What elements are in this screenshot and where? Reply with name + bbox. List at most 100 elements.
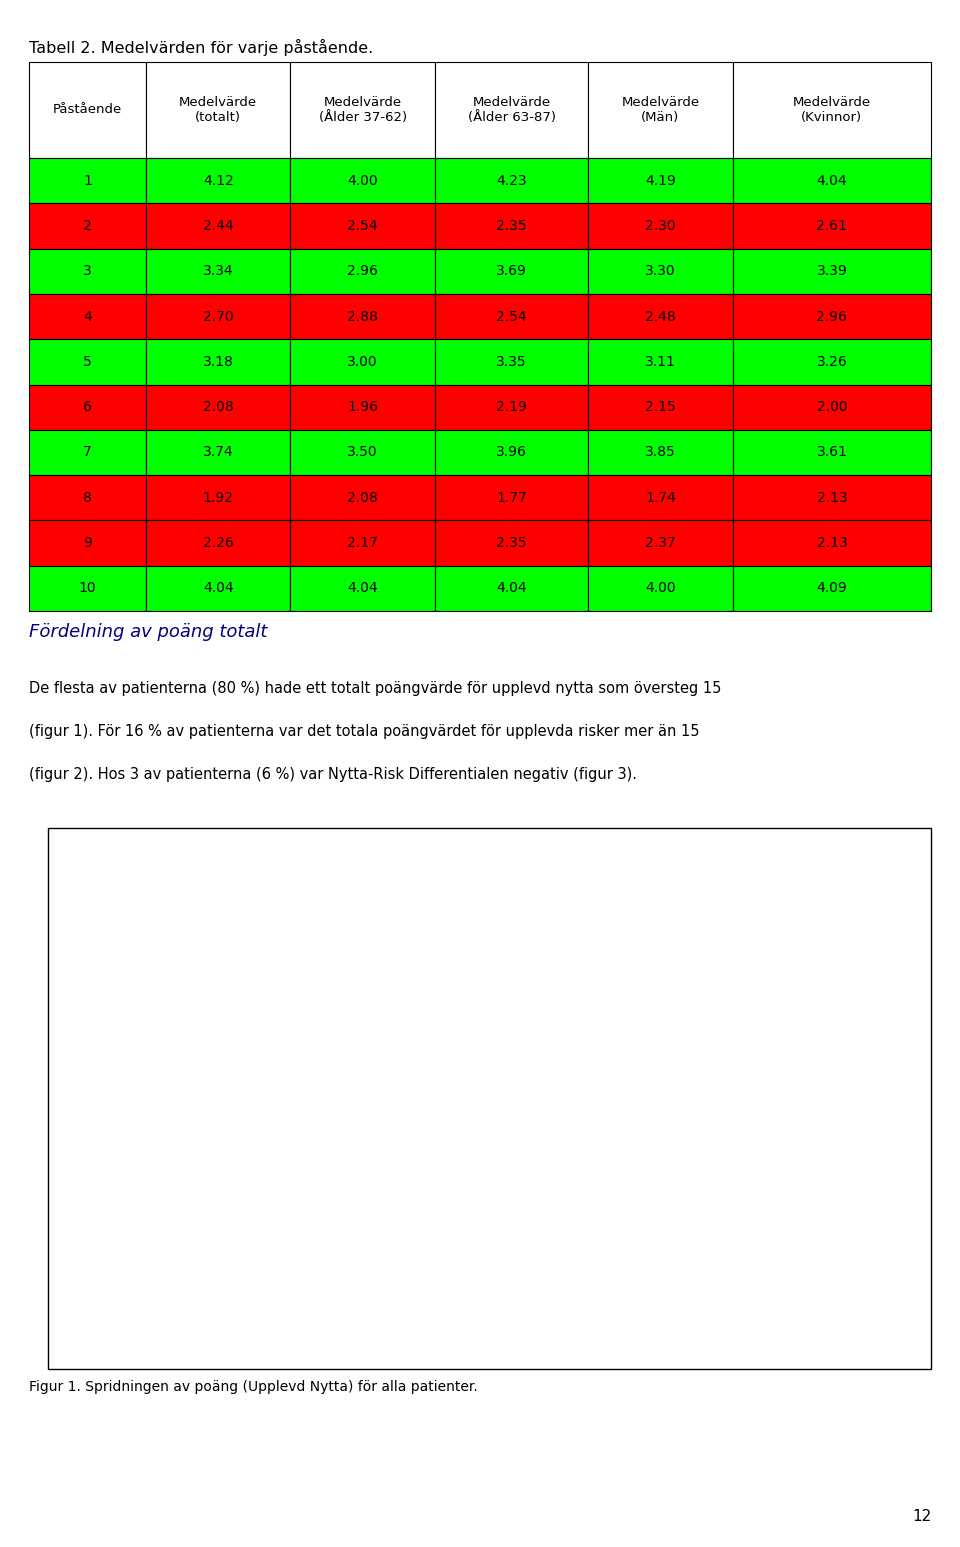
Text: 3.74: 3.74: [203, 446, 233, 459]
FancyBboxPatch shape: [291, 249, 435, 294]
X-axis label: Poäng (Nytta): Poäng (Nytta): [458, 1313, 579, 1329]
FancyBboxPatch shape: [146, 249, 291, 294]
Text: 2.13: 2.13: [817, 490, 848, 504]
FancyBboxPatch shape: [435, 385, 588, 430]
FancyBboxPatch shape: [435, 294, 588, 339]
Text: 1.92: 1.92: [203, 490, 233, 504]
FancyBboxPatch shape: [588, 566, 732, 611]
Bar: [165, 1236, 188, 1284]
Y-axis label: Antal
Patienter: Antal Patienter: [72, 1055, 105, 1134]
FancyBboxPatch shape: [435, 475, 588, 520]
Text: 2.88: 2.88: [348, 309, 378, 323]
FancyBboxPatch shape: [732, 249, 931, 294]
FancyBboxPatch shape: [435, 158, 588, 203]
FancyBboxPatch shape: [588, 430, 732, 475]
Text: 2.30: 2.30: [645, 220, 676, 234]
Text: (figur 1). För 16 % av patienterna var det totala poängvärdet för upplevda riske: (figur 1). För 16 % av patienterna var d…: [29, 724, 699, 739]
FancyBboxPatch shape: [435, 520, 588, 566]
Text: Medelvärde
(Ålder 63-87): Medelvärde (Ålder 63-87): [468, 96, 556, 124]
FancyBboxPatch shape: [588, 203, 732, 249]
Text: 2.48: 2.48: [645, 309, 676, 323]
Text: 2.08: 2.08: [203, 401, 233, 415]
FancyBboxPatch shape: [146, 520, 291, 566]
Text: 1: 1: [83, 173, 92, 187]
FancyBboxPatch shape: [588, 249, 732, 294]
FancyBboxPatch shape: [29, 158, 146, 203]
Text: (figur 2). Hos 3 av patienterna (6 %) var Nytta-Risk Differentialen negativ (fig: (figur 2). Hos 3 av patienterna (6 %) va…: [29, 767, 636, 783]
Text: Påstående: Påstående: [53, 104, 122, 116]
FancyBboxPatch shape: [732, 385, 931, 430]
FancyBboxPatch shape: [732, 566, 931, 611]
Text: 3: 3: [84, 265, 92, 278]
FancyBboxPatch shape: [29, 203, 146, 249]
Bar: [207, 1236, 231, 1284]
FancyBboxPatch shape: [29, 430, 146, 475]
FancyBboxPatch shape: [588, 475, 732, 520]
FancyBboxPatch shape: [732, 430, 931, 475]
FancyBboxPatch shape: [291, 385, 435, 430]
Text: 6: 6: [83, 401, 92, 415]
FancyBboxPatch shape: [291, 566, 435, 611]
Text: 3.96: 3.96: [496, 446, 527, 459]
Text: 3.85: 3.85: [645, 446, 676, 459]
Bar: [763, 1190, 786, 1284]
Text: 3.30: 3.30: [645, 265, 676, 278]
Text: 4.04: 4.04: [817, 173, 848, 187]
Text: 2.96: 2.96: [348, 265, 378, 278]
Text: 2.00: 2.00: [817, 401, 848, 415]
Text: 8: 8: [83, 490, 92, 504]
Text: 10: 10: [79, 582, 96, 596]
FancyBboxPatch shape: [588, 62, 732, 158]
Bar: [635, 999, 659, 1284]
Text: 2.44: 2.44: [203, 220, 233, 234]
Text: 1.96: 1.96: [348, 401, 378, 415]
FancyBboxPatch shape: [588, 294, 732, 339]
FancyBboxPatch shape: [146, 158, 291, 203]
Bar: [549, 1047, 573, 1284]
FancyBboxPatch shape: [146, 385, 291, 430]
Text: 2.70: 2.70: [203, 309, 233, 323]
Text: 4.23: 4.23: [496, 173, 527, 187]
Text: 4.00: 4.00: [348, 173, 378, 187]
FancyBboxPatch shape: [146, 566, 291, 611]
Text: 4.09: 4.09: [817, 582, 848, 596]
Text: Medelvärde
(totalt): Medelvärde (totalt): [180, 96, 257, 124]
Text: 2.54: 2.54: [496, 309, 527, 323]
Bar: [507, 1142, 530, 1284]
Text: 2.54: 2.54: [348, 220, 378, 234]
Text: 2.35: 2.35: [496, 220, 527, 234]
Title: Spridningskurva (Nytta): Spridningskurva (Nytta): [396, 883, 640, 900]
FancyBboxPatch shape: [291, 430, 435, 475]
Text: 2.96: 2.96: [817, 309, 848, 323]
FancyBboxPatch shape: [29, 339, 146, 385]
FancyBboxPatch shape: [732, 475, 931, 520]
FancyBboxPatch shape: [29, 62, 146, 158]
Text: Fördelning av poäng totalt: Fördelning av poäng totalt: [29, 623, 267, 642]
Text: 9: 9: [83, 537, 92, 551]
Text: 5: 5: [84, 354, 92, 368]
Text: 2.13: 2.13: [817, 537, 848, 551]
Text: 4.04: 4.04: [348, 582, 378, 596]
Bar: [378, 1190, 402, 1284]
Text: 1.77: 1.77: [496, 490, 527, 504]
FancyBboxPatch shape: [291, 339, 435, 385]
FancyBboxPatch shape: [29, 475, 146, 520]
FancyBboxPatch shape: [146, 62, 291, 158]
FancyBboxPatch shape: [291, 62, 435, 158]
Bar: [251, 1236, 274, 1284]
Text: 4.04: 4.04: [203, 582, 233, 596]
FancyBboxPatch shape: [732, 158, 931, 203]
FancyBboxPatch shape: [435, 249, 588, 294]
FancyBboxPatch shape: [732, 62, 931, 158]
Text: 4.04: 4.04: [496, 582, 527, 596]
Text: 3.34: 3.34: [203, 265, 233, 278]
FancyBboxPatch shape: [29, 520, 146, 566]
Bar: [421, 1190, 444, 1284]
Text: 2.15: 2.15: [645, 401, 676, 415]
Text: 3.69: 3.69: [496, 265, 527, 278]
Text: 3.11: 3.11: [645, 354, 676, 368]
Text: 2: 2: [84, 220, 92, 234]
FancyBboxPatch shape: [291, 203, 435, 249]
FancyBboxPatch shape: [732, 339, 931, 385]
Bar: [336, 1236, 359, 1284]
